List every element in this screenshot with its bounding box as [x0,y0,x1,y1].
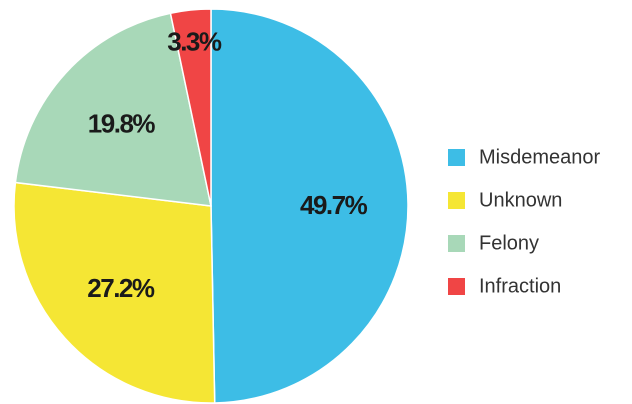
data-label: 3.3% [167,26,222,56]
legend-swatch [448,235,465,252]
legend-label: Misdemeanor [479,146,601,168]
data-label: 27.2% [87,273,155,303]
pie-slice [169,8,212,207]
pie-slice [13,181,216,404]
legend-swatch [448,149,465,166]
legend-swatch [448,192,465,209]
pie-slice [210,8,409,404]
legend-label: Unknown [479,189,562,211]
legend-label: Felony [479,232,539,254]
data-label: 19.8% [88,109,156,139]
legend-label: Infraction [479,275,561,297]
data-label: 49.7% [300,190,368,220]
pie-slice [14,12,212,207]
legend-swatch [448,278,465,295]
